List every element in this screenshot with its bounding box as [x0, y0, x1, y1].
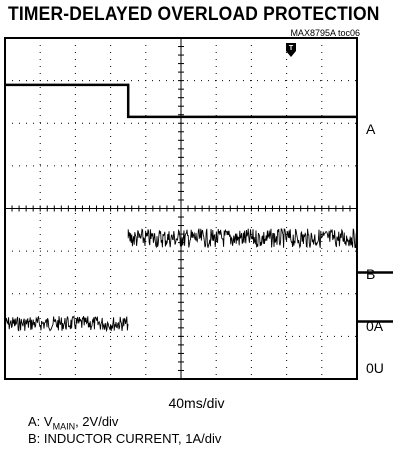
- traces: [4, 83, 393, 333]
- trigger-marker: T: [286, 43, 296, 57]
- chart-title: TIMER-DELAYED OVERLOAD PROTECTION: [8, 4, 380, 25]
- trace-b-noisy-segment: [127, 228, 358, 249]
- legend-a: A: VMAIN, 2V/div: [28, 414, 119, 432]
- legend-b: B: INDUCTOR CURRENT, 1A/div: [28, 431, 222, 446]
- ref-label-0a: 0A: [366, 318, 384, 334]
- ref-label-0v: 0U: [366, 360, 384, 376]
- plot-frame: [4, 37, 358, 380]
- trace-label-b: B: [366, 266, 376, 282]
- x-scale-label: 40ms/div: [168, 395, 225, 411]
- grid: [4, 37, 358, 380]
- trace-a-line: [5, 83, 357, 119]
- part-number: MAX8795A toc06: [290, 28, 360, 38]
- ref-arrow-icon: [348, 237, 352, 245]
- trace-b-noisy-segment: [4, 315, 129, 333]
- trigger-label: T: [289, 45, 294, 52]
- trace-label-a: A: [366, 121, 376, 137]
